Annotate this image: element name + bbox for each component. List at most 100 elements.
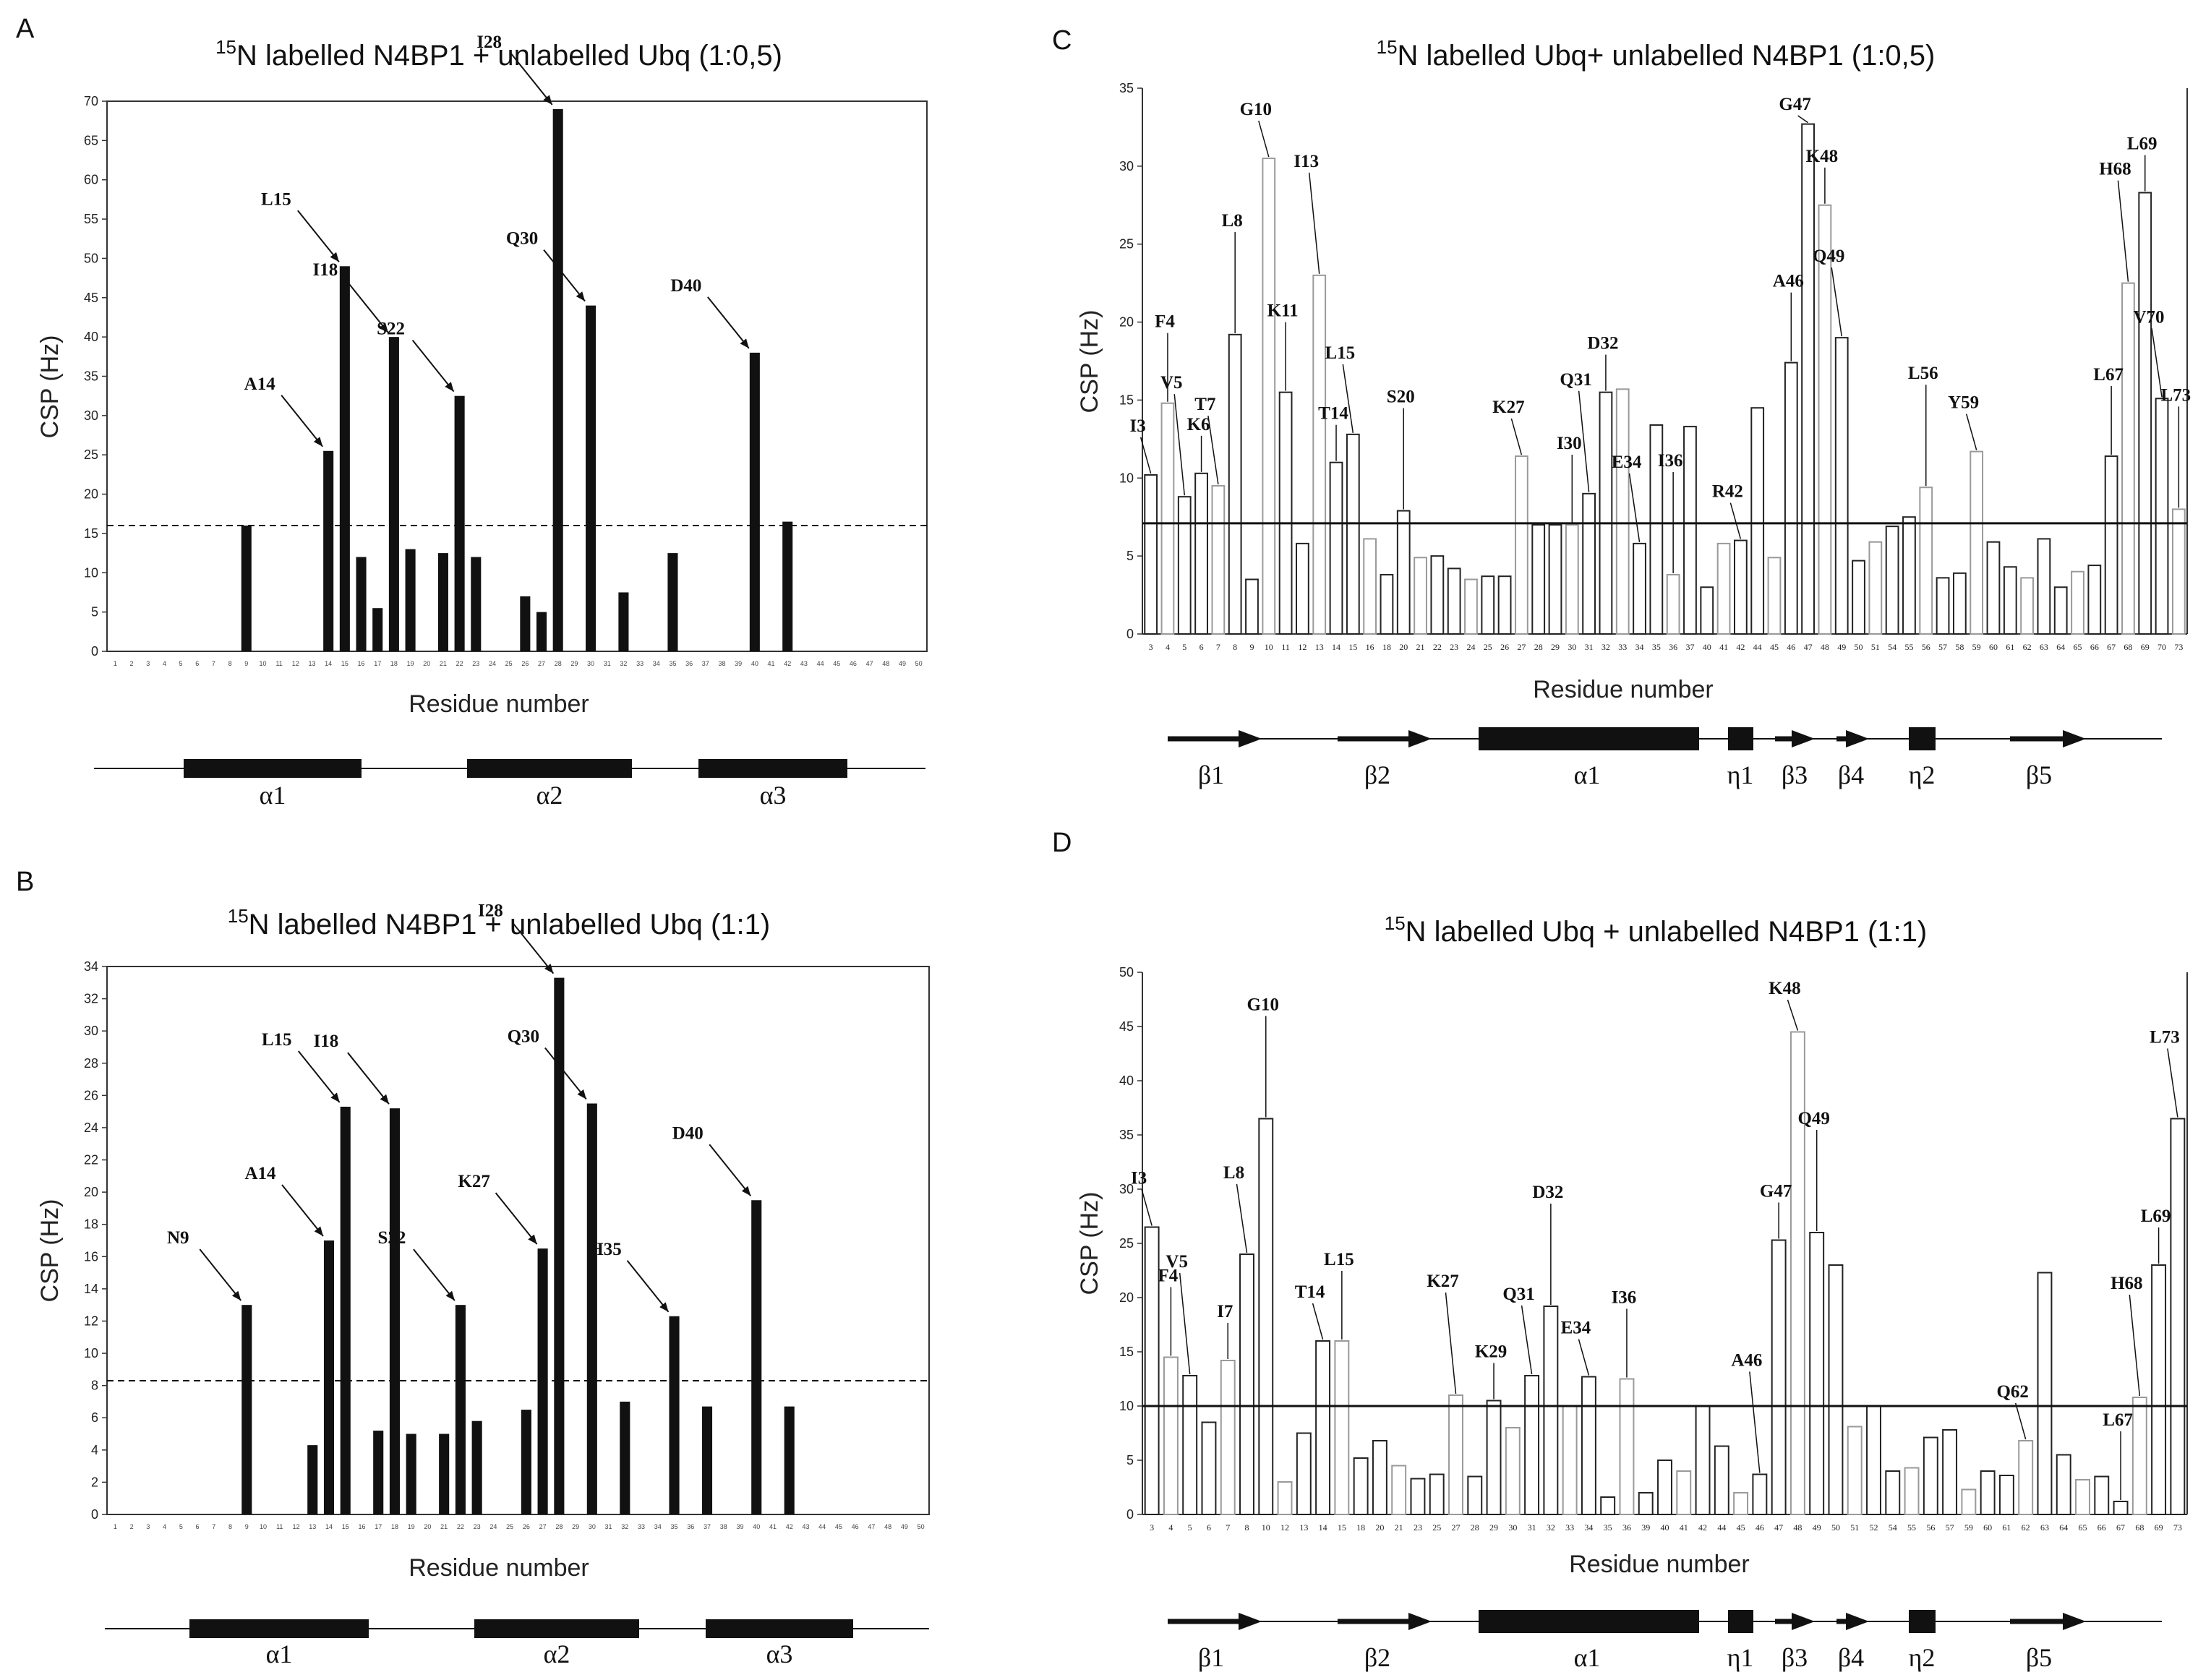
panel-d-bar-14 — [1315, 1340, 1331, 1515]
panel-d-xtick-label: 33 — [1565, 1522, 1574, 1533]
panel-c-annotation-leader — [1139, 437, 1152, 474]
panel-c-xtick-label: 68 — [2124, 642, 2132, 652]
panel-b-xtick-label: 49 — [901, 1523, 908, 1530]
panel-a-xtick-label: 48 — [882, 660, 889, 667]
panel-c-annotation-l15: L15 — [1325, 343, 1355, 363]
panel-a-xtick-label: 3 — [146, 660, 150, 667]
panel-d-xtick-label: 56 — [1926, 1522, 1935, 1533]
ss-d-label-1: β2 — [1364, 1643, 1390, 1672]
panel-c-annotation-l56: L56 — [1908, 364, 1938, 383]
panel-c-xtick-label: 62 — [2023, 642, 2032, 652]
panel-a-xtick-label: 37 — [702, 660, 709, 667]
panel-a-xtick-label: 8 — [228, 660, 232, 667]
panel-a-xtick-label: 29 — [570, 660, 578, 667]
panel-c-xtick-label: 66 — [2090, 642, 2099, 652]
panel-b-annotation-arrow — [297, 1050, 341, 1103]
panel-c-bar-29 — [1548, 524, 1562, 635]
panel-a-xtick-label: 22 — [456, 660, 463, 667]
ss-d-helix-3 — [1728, 1610, 1753, 1633]
panel-a-ytick-label: 35 — [84, 369, 98, 384]
ss-c-helix-2 — [1479, 727, 1699, 750]
ss-c-strand-head-4 — [1792, 730, 1815, 747]
panel-d-xtick-label: 32 — [1547, 1522, 1555, 1533]
panel-c-xtick-label: 55 — [1904, 642, 1913, 652]
panel-a-bar-15 — [339, 266, 350, 651]
panel-d-xtick-label: 45 — [1737, 1522, 1745, 1533]
panel-c-annotation-i30: I30 — [1557, 434, 1582, 453]
panel-c-bar-36 — [1666, 574, 1680, 635]
panel-c-ytick-label: 20 — [1119, 315, 1134, 330]
panel-b-xlabel: Residue number — [409, 1554, 589, 1582]
panel-c-xtick-label: 30 — [1568, 642, 1576, 652]
panel-d-annotation-leader — [2129, 1294, 2141, 1397]
panel-c-annotation-k48: K48 — [1806, 147, 1838, 166]
panel-b-xtick-label: 33 — [638, 1523, 645, 1530]
panel-d-annotation-i3: I3 — [1131, 1169, 1147, 1188]
panel-c-bar-28 — [1531, 524, 1546, 635]
panel-b-xtick-label: 15 — [342, 1523, 349, 1530]
panel-c-xtick-label: 47 — [1804, 642, 1813, 652]
panel-b-xtick-label: 47 — [868, 1523, 875, 1530]
panel-b-ytick-label: 4 — [91, 1443, 98, 1457]
panel-c-bar-14 — [1329, 461, 1343, 635]
panel-a-ytick-label: 70 — [84, 94, 98, 108]
panel-a-annotation-arrow — [346, 280, 389, 333]
panel-a-bar-27 — [536, 612, 547, 651]
panel-a-annotation-arrowhead — [445, 382, 454, 392]
panel-a-annotation-q30: Q30 — [506, 229, 538, 249]
panel-b-xtick-label: 8 — [228, 1523, 232, 1530]
panel-c-bar-65 — [2071, 570, 2084, 635]
panel-c-xtick-label: 51 — [1871, 642, 1880, 652]
panel-d-annotation-leader — [1749, 1371, 1761, 1473]
panel-a-ytick-label: 10 — [84, 565, 98, 580]
panel-b-ytick-label: 12 — [84, 1313, 98, 1328]
panel-c-annotation-i36: I36 — [1658, 451, 1683, 471]
panel-a-xtick-label: 46 — [850, 660, 857, 667]
panel-d-bar-60 — [1980, 1470, 1996, 1515]
panel-d-bar-49 — [1809, 1232, 1825, 1515]
panel-c-xtick-label: 44 — [1753, 642, 1762, 652]
panel-a-annotation-i28: I28 — [476, 33, 502, 52]
panel-c-annotation-leader — [1797, 115, 1809, 124]
panel-c-bar-27 — [1515, 455, 1528, 635]
panel-a-xlabel: Residue number — [409, 690, 589, 718]
panel-b-annotation-n9: N9 — [167, 1228, 189, 1248]
panel-d-bar-5 — [1182, 1375, 1198, 1515]
panel-a-xtick-label: 18 — [390, 660, 398, 667]
panel-c-annotation-l69: L69 — [2127, 134, 2158, 154]
panel-b-ytick-label: 6 — [91, 1410, 98, 1425]
panel-c-annotation-g47: G47 — [1779, 95, 1810, 114]
panel-b-xtick-label: 20 — [424, 1523, 431, 1530]
panel-b-annotation-h35: H35 — [589, 1240, 621, 1259]
panel-c-annotation-l67: L67 — [2093, 365, 2124, 385]
panel-d-annotation-l73: L73 — [2150, 1028, 2180, 1047]
panel-d-bar-62 — [2018, 1440, 2034, 1515]
panel-c-xtick-label: 73 — [2174, 642, 2183, 652]
panel-d-bar-57 — [1942, 1429, 1958, 1515]
panel-a-xtick-label: 32 — [620, 660, 627, 667]
panel-c-xtick-label: 69 — [2141, 642, 2150, 652]
panel-b-ytick-label: 20 — [84, 1185, 98, 1199]
panel-d-xtick-label: 27 — [1452, 1522, 1461, 1533]
panel-c-bar-60 — [1986, 541, 2001, 635]
panel-a-bar-28 — [552, 108, 563, 651]
panel-c-annotation-leader — [1207, 415, 1219, 485]
panel-c-xtick-label: 32 — [1602, 642, 1610, 652]
panel-a-xtick-label: 50 — [915, 660, 923, 667]
panel-c-annotation-h68: H68 — [2099, 160, 2131, 179]
panel-c-ytick-label: 10 — [1119, 471, 1134, 485]
panel-b-xtick-label: 31 — [605, 1523, 612, 1530]
panel-d-xtick-label: 49 — [1813, 1522, 1821, 1533]
panel-a-xtick-label: 44 — [817, 660, 824, 667]
panel-d-bar-10 — [1258, 1118, 1274, 1515]
panel-d-bar-67 — [2113, 1501, 2129, 1515]
panel-b-bar-40 — [751, 1200, 762, 1514]
panel-b-annotation-arrowhead — [544, 964, 554, 974]
panel-b-ytick-label: 32 — [84, 992, 98, 1006]
panel-b-ytick-label: 8 — [91, 1379, 98, 1393]
ss-d-label-7: β5 — [2026, 1643, 2052, 1672]
panel-b-annotation-s22: S22 — [377, 1228, 406, 1248]
panel-d-bar-35 — [1600, 1496, 1616, 1515]
panel-c-xtick-label: 41 — [1719, 642, 1728, 652]
